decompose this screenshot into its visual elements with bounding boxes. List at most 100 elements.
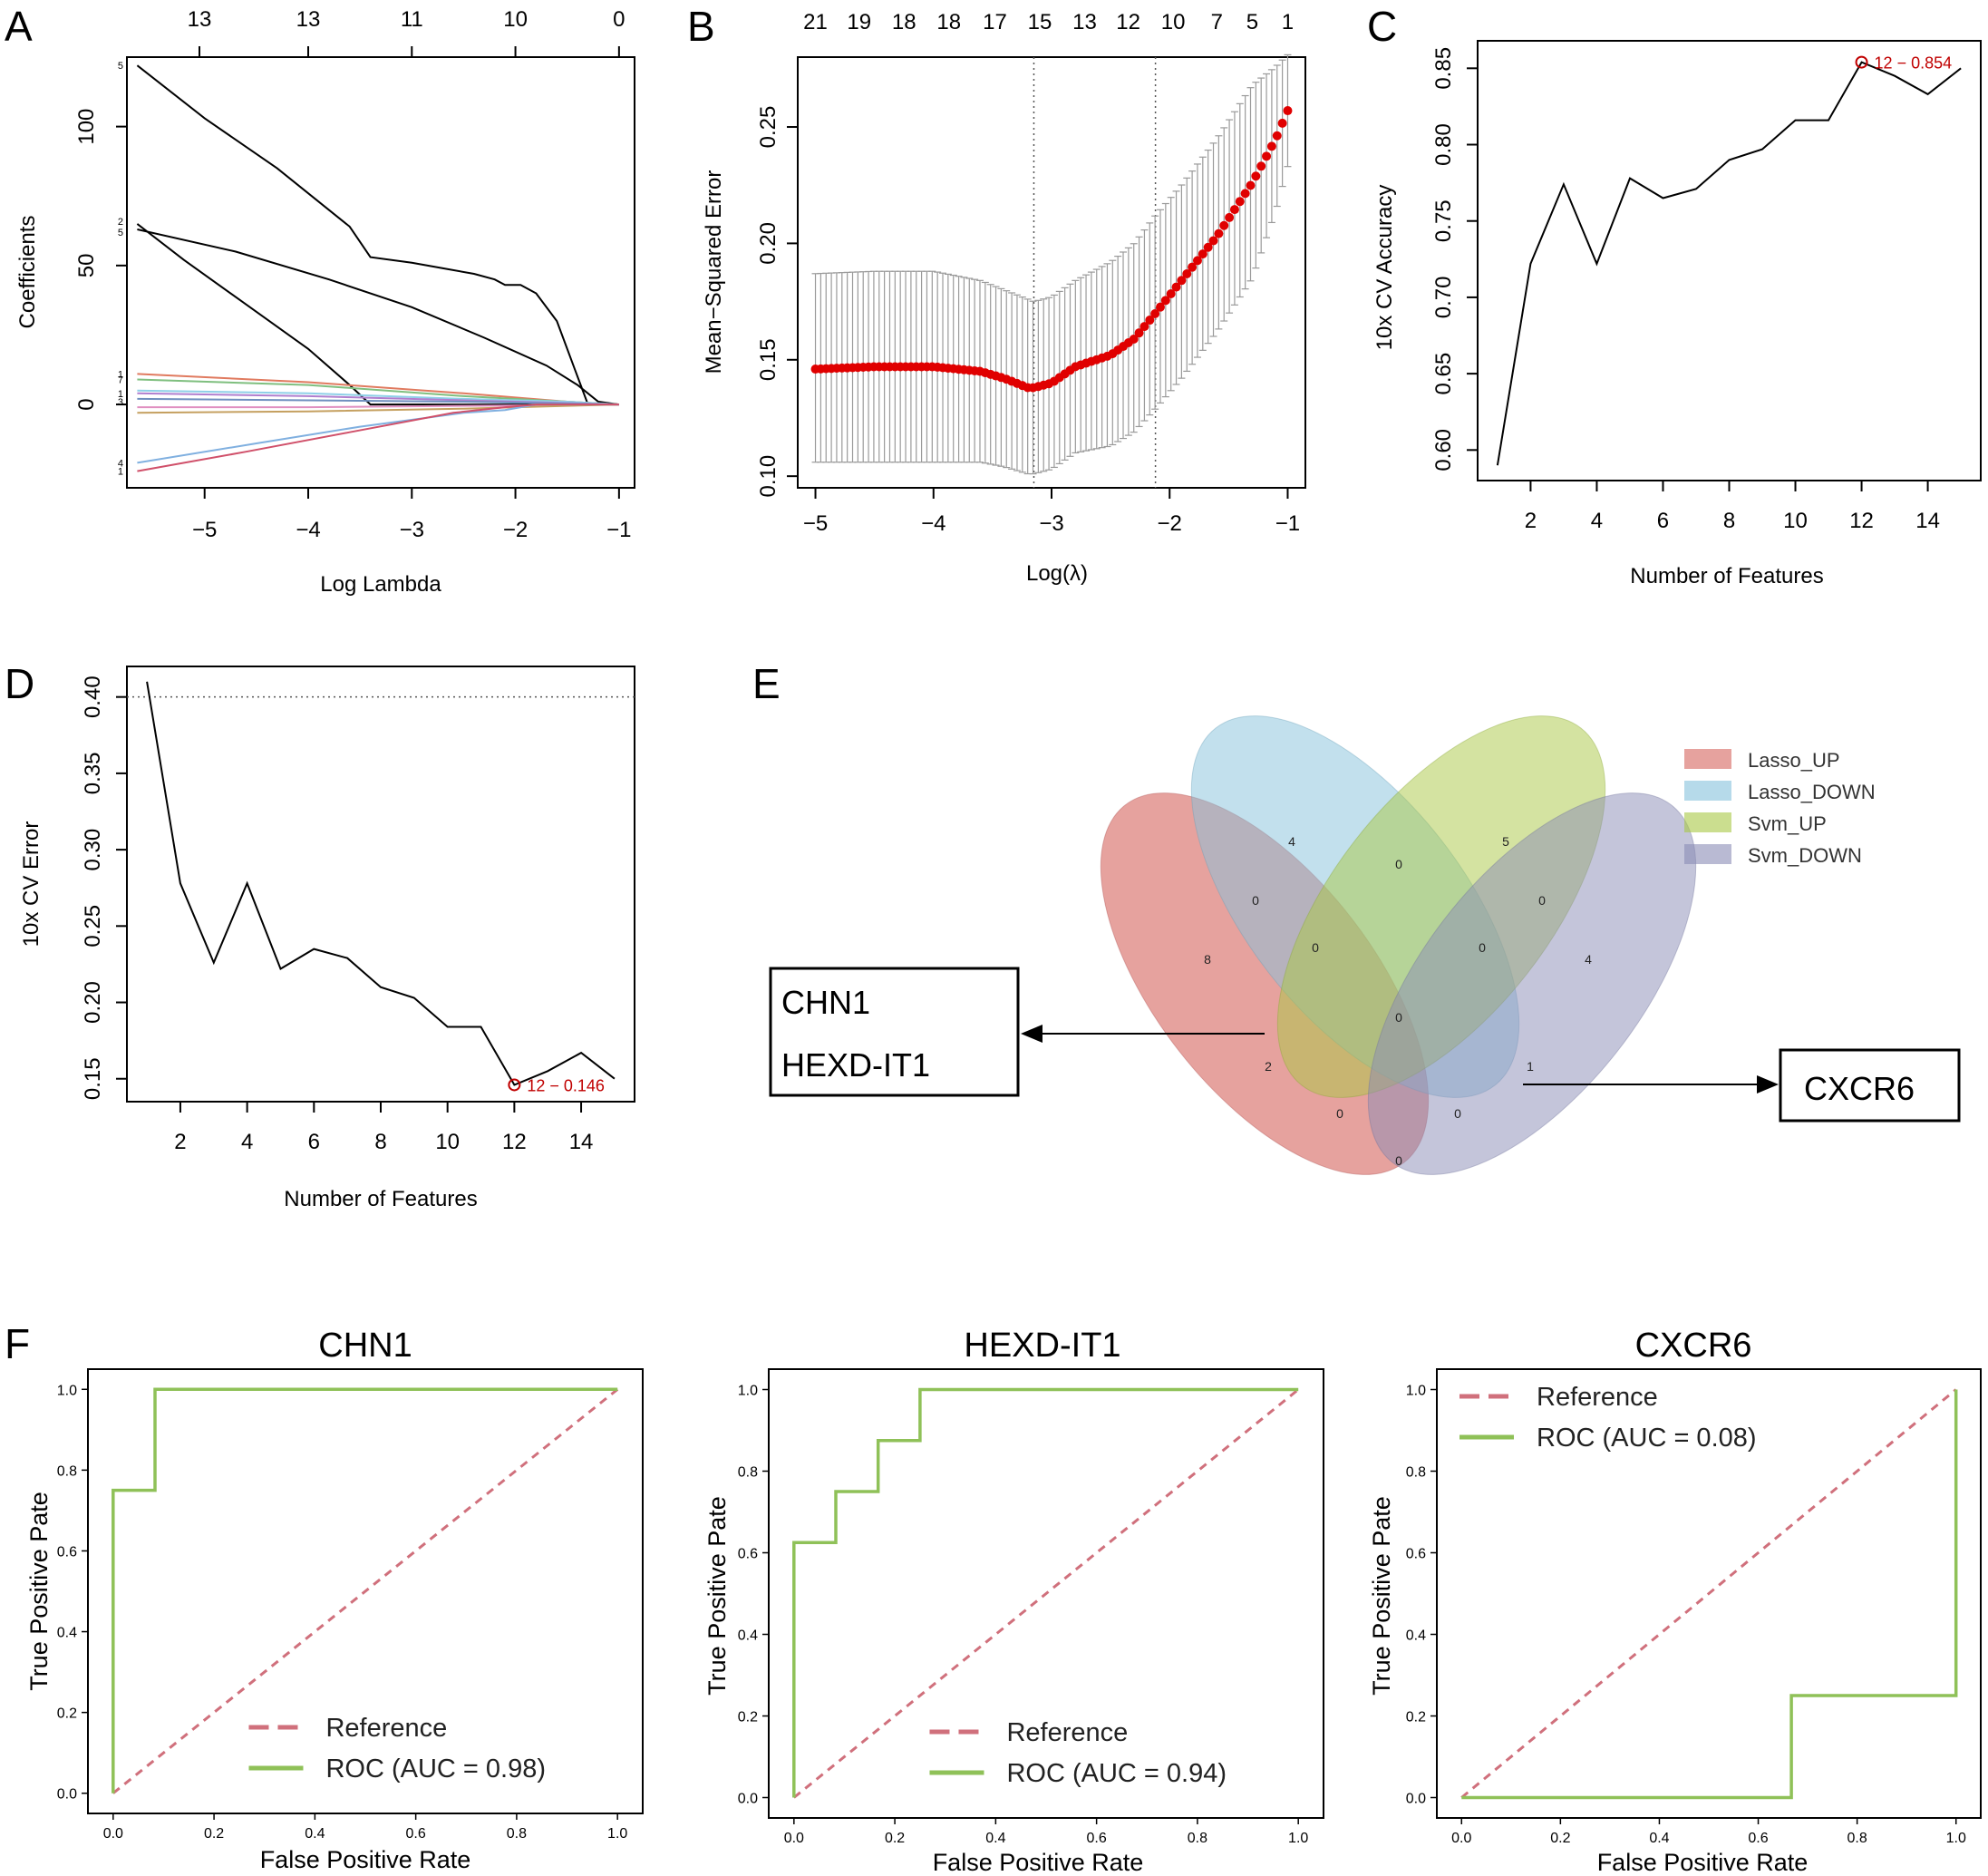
- venn-count: 1: [1527, 1059, 1534, 1074]
- y-tick-label: 0.30: [81, 829, 105, 871]
- y-tick-label: 0.2: [57, 1706, 77, 1722]
- y-tick-label: 0.65: [1431, 353, 1456, 395]
- callout-arrow-right-head: [1757, 1075, 1779, 1094]
- y-tick-label: 0: [74, 398, 99, 410]
- plot-area-d: 2 4 6 8 10 12 14 0.15 0.20 0.25 0.30 0.35 0.40 12 − 0…: [81, 676, 635, 1154]
- y-tick-label: 0.8: [738, 1465, 758, 1481]
- x-axis-label-c: Number of Features: [1630, 564, 1823, 588]
- x-tick-label: 0.0: [784, 1831, 804, 1846]
- top-tick-label: 11: [401, 7, 423, 32]
- y-tick-label: 0.35: [81, 753, 105, 795]
- legend-label: Lasso_DOWN: [1748, 781, 1876, 803]
- y-tick-label: 0.0: [57, 1787, 77, 1803]
- optimal-point-label: 12 − 0.146: [527, 1076, 605, 1094]
- x-tick-label: 0.6: [406, 1826, 426, 1842]
- mse-point: [1256, 161, 1266, 171]
- top-tick-label: 7: [1211, 10, 1223, 34]
- y-tick-label: 0.0: [738, 1792, 758, 1807]
- y-tick-label: 0.20: [81, 981, 105, 1024]
- x-tick-label: 6: [308, 1130, 320, 1154]
- y-tick-label: 0.8: [57, 1463, 77, 1479]
- mse-point: [1283, 106, 1293, 116]
- legend-label-roc: ROC (AUC = 0.08): [1537, 1424, 1757, 1453]
- y-axis-label-f2: True Positive Pate: [703, 1496, 731, 1696]
- x-axis-label-f2: False Positive Rate: [933, 1849, 1144, 1876]
- x-tick-label: −5: [192, 518, 217, 542]
- panel-label-e: E: [752, 660, 781, 707]
- mse-point: [1192, 256, 1202, 266]
- x-tick-label: 0.8: [507, 1826, 527, 1842]
- callout-right: CXCR6: [1523, 1048, 1961, 1123]
- path-index-label: 5: [118, 228, 123, 238]
- venn-region-counts: 4 5 8 4 0 0 0 0 0 0 2 1 0 0 0: [1204, 834, 1592, 1168]
- y-tick-label: 0.4: [1406, 1628, 1426, 1644]
- roc-title-hexd-it1: HEXD-IT1: [964, 1327, 1120, 1365]
- panel-label-f: F: [5, 1320, 30, 1367]
- x-tick-label: 0.2: [204, 1826, 224, 1842]
- x-tick-label: 10: [435, 1130, 460, 1154]
- top-tick-label: 17: [983, 10, 1007, 34]
- y-tick-label: 0.80: [1431, 123, 1456, 166]
- panel-d-cv-error: D 2 4 6 8 10 12 14 0.15 0.20 0.25 0.30 0.35 0.40 12 −…: [5, 660, 635, 1211]
- plot-box-c: [1477, 40, 1982, 481]
- optimal-point-marker: [508, 1078, 521, 1092]
- top-tick-label: 13: [1072, 10, 1097, 34]
- mse-point: [1214, 228, 1224, 238]
- y-tick-label: 100: [74, 109, 99, 145]
- x-tick-label: 0.4: [985, 1831, 1005, 1846]
- plot-area-f1: 0.0 0.0 0.2 0.2 0.4 0.4 0.6 0.6 0.8 0.8 1.0 1.0 Refe…: [57, 1383, 628, 1842]
- reference-diagonal: [112, 1388, 619, 1794]
- optimal-point-label: 12 − 0.854: [1875, 54, 1953, 73]
- legend-swatch-lasso-down: [1684, 781, 1731, 801]
- plot-box-f3: [1436, 1368, 1982, 1819]
- y-tick-label: 0.2: [1406, 1710, 1426, 1725]
- mse-point: [1188, 262, 1198, 272]
- y-axis-label-d: 10x CV Error: [19, 821, 44, 948]
- x-tick-label: 12: [1849, 509, 1874, 533]
- y-tick-label: 0.85: [1431, 47, 1456, 90]
- plot-box-f1: [87, 1368, 644, 1814]
- top-tick-label: 19: [847, 10, 871, 34]
- x-tick-label: −3: [1039, 511, 1063, 536]
- mse-point: [1177, 276, 1187, 286]
- panel-label-a: A: [5, 3, 33, 50]
- callout-gene: HEXD-IT1: [781, 1046, 930, 1084]
- x-tick-label: 14: [1915, 509, 1940, 533]
- y-tick-label: 0.15: [81, 1057, 105, 1100]
- venn-count: 0: [1479, 940, 1486, 955]
- x-tick-label: −2: [503, 518, 528, 542]
- y-tick-label: 0.70: [1431, 277, 1456, 319]
- panel-label-d: D: [5, 660, 34, 707]
- mse-point: [1198, 249, 1207, 259]
- y-axis-label-f1: True Positive Pate: [25, 1492, 53, 1691]
- mse-point: [1225, 212, 1235, 222]
- x-tick-label: 1.0: [1946, 1831, 1966, 1846]
- y-axis-label-b: Mean−Squared Error: [702, 170, 726, 374]
- x-tick-label: 0.6: [1087, 1831, 1107, 1846]
- legend-label-reference: Reference: [325, 1714, 447, 1743]
- x-tick-label: 2: [1525, 509, 1537, 533]
- venn-count: 0: [1538, 893, 1546, 908]
- top-tick-label: 5: [1246, 10, 1258, 34]
- mse-point: [1240, 189, 1250, 199]
- x-tick-label: 12: [502, 1130, 527, 1154]
- top-tick-label: 18: [936, 10, 961, 34]
- plot-box-a: [126, 56, 635, 489]
- optimal-point-marker: [1855, 55, 1868, 69]
- venn-count: 0: [1312, 940, 1319, 955]
- legend-label-roc: ROC (AUC = 0.98): [325, 1754, 546, 1784]
- x-tick-label: −4: [296, 518, 320, 542]
- panel-e-venn-diagram: E 4 5 8 4 0 0 0 0 0 0 2 1 0 0 0 Lasso_UP…: [752, 660, 1961, 1175]
- mse-point: [1219, 220, 1229, 230]
- mse-point: [1160, 296, 1170, 306]
- venn-set-svm-down: [1367, 792, 1697, 1175]
- y-tick-label: 0.10: [756, 455, 781, 498]
- y-tick-label: 0.40: [81, 676, 105, 718]
- plot-area-f2: 0.0 0.0 0.2 0.2 0.4 0.4 0.6 0.6 0.8 0.8 1.0 1.0 Refe…: [738, 1384, 1309, 1847]
- y-tick-label: 0.8: [1406, 1465, 1426, 1481]
- mse-point: [1150, 308, 1160, 318]
- callout-gene: CXCR6: [1804, 1070, 1915, 1107]
- top-tick-label: 13: [296, 7, 321, 32]
